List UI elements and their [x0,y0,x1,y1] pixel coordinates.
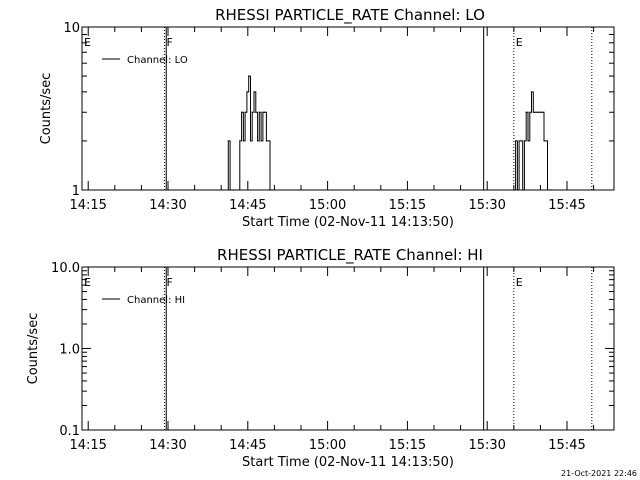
data-point [229,189,231,191]
data-point [234,189,236,191]
data-point [518,140,520,142]
data-point [267,140,269,142]
data-point [523,140,526,142]
data-point [532,111,534,113]
data-series-line [226,75,551,191]
plot-frame [81,26,615,191]
x-tick-label: 14:30 [149,198,186,213]
data-point [530,91,533,93]
footer-timestamp: 21-Oct-2021 22:46 [561,469,637,478]
event-marker-label: E [516,36,523,49]
x-tick-label: 15:15 [389,198,426,213]
data-point [251,111,253,113]
y-tick-label: 10 [63,21,80,36]
data-point [520,140,522,142]
data-point [258,111,260,113]
event-marker-label: F [166,36,172,49]
data-point [265,140,268,142]
data-point [548,189,550,191]
x-tick-label: 14:15 [69,438,106,453]
chart-title: RHESSI PARTICLE_RATE Channel: HI [217,246,483,265]
legend-entry: Channel: LO [127,55,188,66]
data-point [231,189,233,191]
y-axis-label: Counts/sec [39,73,54,145]
x-axis-label: Start Time (02-Nov-11 14:13:50) [242,215,454,230]
x-tick-label: 14:45 [229,438,266,453]
data-point [543,140,545,142]
data-point [546,189,549,191]
data-point [264,111,266,113]
data-point [249,140,252,142]
data-point [260,140,262,142]
x-tick-label: 15:00 [309,198,346,213]
y-tick-label: 1.0 [59,343,80,358]
data-point [244,111,246,113]
x-axis-label: Start Time (02-Nov-11 14:13:50) [242,455,454,470]
data-point [529,111,531,113]
x-tick-label: 14:45 [229,198,266,213]
event-marker-label: F [166,276,172,289]
data-point [527,140,529,142]
x-tick-label: 15:30 [468,198,505,213]
event-marker-label: E [516,276,523,289]
x-tick-label: 15:15 [389,438,426,453]
data-point [271,189,273,191]
data-point [241,111,243,113]
y-axis-label: Counts/sec [26,313,41,385]
data-point [255,111,257,113]
x-tick-label: 14:15 [69,198,106,213]
plot-frame [81,266,615,431]
chart-title: RHESSI PARTICLE_RATE Channel: LO [215,6,485,25]
data-point [534,111,536,113]
data-point [269,189,271,191]
data-point [550,189,552,191]
data-point [253,91,255,93]
x-tick-label: 14:30 [149,438,186,453]
data-point [233,189,235,191]
data-point [262,111,264,113]
data-point [239,140,241,142]
data-point [522,189,524,191]
x-tick-label: 15:45 [548,438,585,453]
data-point [237,189,239,191]
x-tick-label: 15:45 [548,198,585,213]
data-point [516,189,518,191]
data-point [242,140,244,142]
data-point [246,91,248,93]
y-tick-label: 10.0 [51,261,80,276]
x-tick-label: 15:00 [309,438,346,453]
data-point [538,111,540,113]
data-point [539,111,542,113]
data-point [256,140,259,142]
data-point [513,189,515,191]
data-point [541,111,543,113]
data-point [248,75,250,77]
data-point [525,111,527,113]
chart-panel-hi: RHESSI PARTICLE_RATE Channel: HI 0.1 1.0 10… [26,246,615,470]
y-tick-label: 1 [72,184,80,199]
event-marker-label: E [84,276,91,289]
data-point [514,140,517,142]
data-point [225,189,228,191]
y-tick-label: 0.1 [59,424,80,439]
data-point [545,140,547,142]
data-point [227,140,229,142]
event-marker-label: E [84,36,91,49]
chart-panel-lo: RHESSI PARTICLE_RATE Channel: LO 1 10 14:15… [39,6,615,230]
data-point [536,111,538,113]
legend-entry: Channel: HI [127,295,185,306]
x-tick-label: 15:30 [468,438,505,453]
